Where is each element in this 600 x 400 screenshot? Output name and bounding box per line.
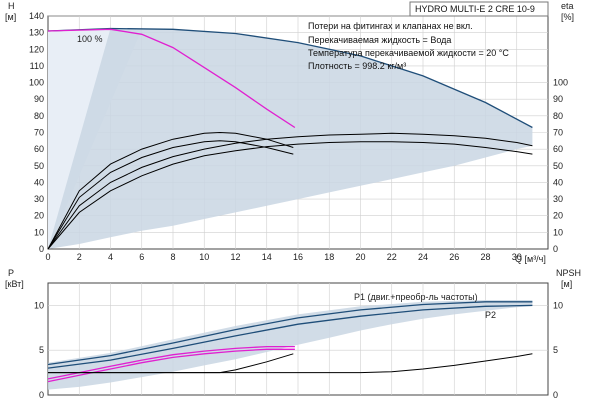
bottom-regions <box>48 300 533 390</box>
note-temperature: Температура перекачиваемой жидкости = 20… <box>308 48 509 58</box>
flow-tick-label: 20 <box>355 252 365 262</box>
top-left-tick-label: 60 <box>34 144 44 154</box>
top-operating-region <box>48 28 533 249</box>
top-left-tick-label: 140 <box>29 11 44 21</box>
top-left-tick-label: 0 <box>39 244 44 254</box>
bottom-series-p2 <box>47 304 533 369</box>
top-left-tick-label: 90 <box>34 94 44 104</box>
top-right-tick-label: 70 <box>553 128 563 138</box>
head-axis-label-line2: [м] <box>5 12 16 22</box>
top-right-tick-label: 100 <box>553 78 568 88</box>
flow-tick-label: 0 <box>45 252 50 262</box>
top-left-tick-label: 50 <box>34 161 44 171</box>
flow-tick-label: 8 <box>170 252 175 262</box>
flow-tick-label: 30 <box>512 252 522 262</box>
speed-label: 100 % <box>77 34 103 44</box>
top-right-tick-label: 30 <box>553 194 563 204</box>
top-left-tick-label: 100 <box>29 78 44 88</box>
note-density: Плотность = 998.2 кг/м³ <box>308 61 406 71</box>
top-right-tick-label: 50 <box>553 161 563 171</box>
top-left-tick-label: 70 <box>34 128 44 138</box>
p1-series-label: P1 (двиг.+преобр-ль частоты) <box>354 292 478 302</box>
top-left-tick-label: 110 <box>30 61 44 71</box>
top-series-eta-one-pump <box>47 140 294 250</box>
flow-tick-label: 24 <box>418 252 428 262</box>
top-left-tick-label: 120 <box>29 44 44 54</box>
chart-title-box <box>409 1 549 17</box>
bottom-series-p2-one-pump <box>47 348 295 383</box>
flow-tick-label: 28 <box>480 252 490 262</box>
note-liquid: Перекачиваемая жидкость = Вода <box>308 35 451 45</box>
flow-tick-label: 4 <box>108 252 113 262</box>
bottom-series-p1 <box>47 301 533 366</box>
bottom-right-tick-label: 10 <box>553 300 563 310</box>
top-left-tick-label: 10 <box>34 227 44 237</box>
top-right-tick-label: 10 <box>553 227 563 237</box>
note-fittings: Потери на фитингах и клапанах не вкл. <box>308 21 473 31</box>
flow-axis-label: Q [м³/ч] <box>515 254 546 264</box>
bottom-series-p1-one-pump <box>47 345 295 380</box>
power-axis-label-line2: [кВт] <box>5 279 24 289</box>
top-series-eta-one-pump-upper <box>47 131 294 250</box>
eta-axis-label-line1: eta <box>561 1 574 11</box>
flow-tick-label: 12 <box>230 252 240 262</box>
top-right-tick-label: 40 <box>553 177 563 187</box>
head-axis-label-line1: H <box>8 1 15 11</box>
top-series-eta-system <box>47 141 533 250</box>
top-right-tick-label: 0 <box>553 244 558 254</box>
flow-tick-label: 14 <box>262 252 272 262</box>
top-left-tick-label: 130 <box>29 28 44 38</box>
npsh-axis-label-line1: NPSH <box>556 268 581 278</box>
bottom-ticks: 0 5 10 0 5 10 <box>34 300 563 400</box>
chart-title: HYDRO MULTI-E 2 CRE 10-9 <box>415 4 535 14</box>
bottom-left-tick-label: 10 <box>34 300 44 310</box>
top-right-tick-label: 90 <box>553 94 563 104</box>
power-axis-label-line1: P <box>8 268 14 278</box>
flow-tick-label: 16 <box>293 252 303 262</box>
top-regions <box>48 28 533 249</box>
top-series-head <box>47 27 533 129</box>
top-series-head-one-pump <box>47 28 296 129</box>
npsh-axis-label-line2: [м] <box>561 279 572 289</box>
bottom-left-tick-label: 0 <box>39 390 44 400</box>
flow-tick-label: 6 <box>139 252 144 262</box>
top-right-tick-label: 60 <box>553 144 563 154</box>
eta-axis-label-line2: [%] <box>561 12 574 22</box>
flow-tick-label: 2 <box>77 252 82 262</box>
bottom-series-npsh-system <box>48 353 533 374</box>
top-left-tick-label: 20 <box>34 211 44 221</box>
bottom-series <box>47 301 533 383</box>
flow-tick-label: 10 <box>199 252 209 262</box>
top-right-tick-label: 80 <box>553 111 563 121</box>
top-left-tick-label: 30 <box>34 194 44 204</box>
flow-tick-label: 22 <box>387 252 397 262</box>
flow-tick-label: 18 <box>324 252 334 262</box>
bottom-right-tick-label: 5 <box>553 345 558 355</box>
top-series <box>47 27 533 250</box>
top-right-tick-label: 20 <box>553 211 563 221</box>
p2-series-label: P2 <box>485 310 496 320</box>
top-left-tick-label: 40 <box>34 177 44 187</box>
top-ticks: 0102030405060708090100110120130140010203… <box>29 11 568 262</box>
flow-tick-label: 26 <box>449 252 459 262</box>
top-left-tick-label: 80 <box>34 111 44 121</box>
bottom-operating-region <box>48 300 533 390</box>
top-series-eta-system-upper <box>47 132 533 250</box>
bottom-left-tick-label: 5 <box>39 345 44 355</box>
bottom-right-tick-label: 0 <box>553 390 558 400</box>
